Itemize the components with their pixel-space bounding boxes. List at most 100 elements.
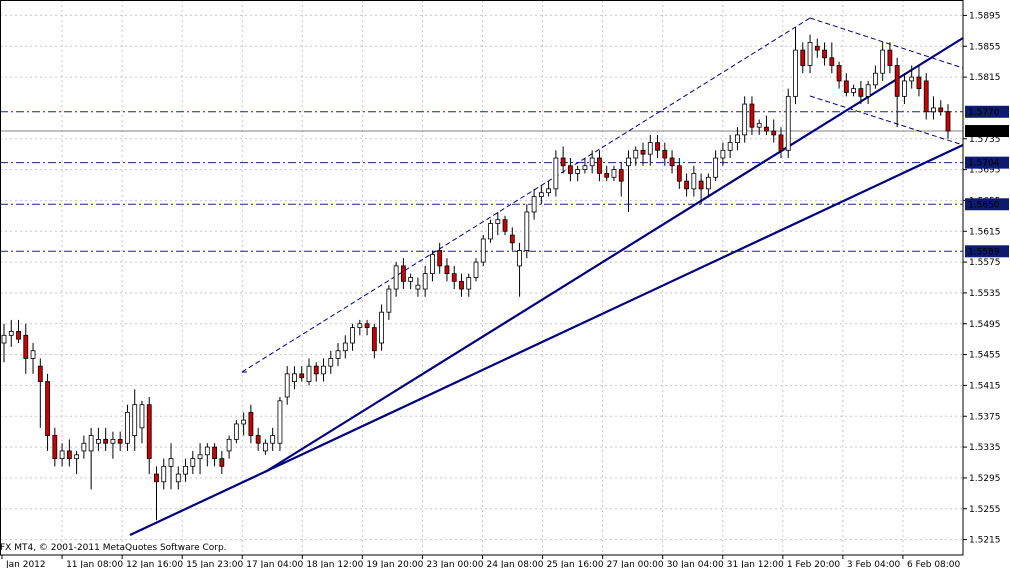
candle: [219, 450, 225, 475]
bearish-candle-body: [509, 234, 515, 244]
candle: [16, 319, 21, 344]
candle: [531, 188, 537, 220]
level-label: 1.5650: [968, 200, 1000, 210]
candle: [52, 427, 58, 467]
candle: [814, 38, 820, 58]
candle: [139, 400, 145, 444]
candle: [342, 335, 348, 359]
bearish-candle-body: [640, 149, 646, 155]
candle: [357, 319, 363, 336]
bullish-candle-body: [125, 411, 130, 444]
candle: [626, 150, 631, 212]
bullish-candle-body: [735, 134, 740, 144]
bullish-candle-body: [284, 373, 290, 398]
candle: [175, 466, 181, 490]
bullish-candle-body: [8, 331, 14, 336]
candle: [662, 142, 668, 166]
bullish-candle-body: [292, 373, 297, 382]
bearish-candle-body: [858, 88, 864, 97]
bullish-candle-body: [204, 446, 210, 456]
bullish-candle-body: [422, 273, 428, 290]
candle: [125, 404, 130, 451]
bullish-candle-body: [495, 219, 501, 224]
x-tick-label: Jan 2012: [5, 560, 46, 568]
candle: [756, 119, 762, 135]
bullish-candle-body: [524, 211, 530, 251]
bullish-candle-body: [473, 261, 479, 278]
bearish-candle-body: [459, 280, 464, 290]
candle: [393, 262, 399, 297]
bearish-candle-body: [829, 57, 835, 66]
bullish-candle-body: [88, 435, 94, 452]
bullish-candle-body: [74, 454, 80, 460]
y-tick-label: 1.5335: [969, 443, 1001, 453]
bearish-candle-body: [248, 411, 254, 436]
bearish-candle-body: [371, 327, 377, 352]
x-tick-label: 1 Feb 20:00: [787, 560, 841, 568]
y-tick-label: 1.5215: [969, 536, 1001, 546]
candles: [1, 26, 951, 521]
x-tick-label: 30 Jan 04:00: [667, 560, 724, 568]
candle: [727, 134, 733, 159]
candle: [560, 146, 566, 174]
bullish-candle-body: [357, 323, 363, 329]
bullish-candle-body: [306, 365, 312, 382]
candle: [604, 165, 610, 182]
bullish-candle-body: [183, 465, 188, 475]
candle: [647, 134, 653, 166]
x-tick-label: 12 Jan 16:00: [126, 560, 183, 568]
candle: [742, 96, 748, 143]
bullish-candle-body: [415, 284, 421, 290]
pennant-line-upper: [809, 17, 964, 69]
candle: [284, 366, 290, 405]
candle: [386, 285, 392, 320]
candle: [59, 443, 65, 467]
x-tick-label: 31 Jan 12:00: [727, 560, 784, 568]
bullish-candle-body: [807, 41, 813, 66]
candle: [902, 73, 907, 105]
bullish-candle-body: [720, 149, 726, 159]
level-label: 1.5770: [968, 108, 1000, 118]
candle: [720, 142, 726, 166]
candle: [30, 343, 36, 374]
candle: [103, 427, 109, 451]
y-tick-label: 1.5255: [969, 505, 1001, 515]
candle: [451, 265, 457, 290]
bullish-candle-body: [241, 419, 247, 425]
candle: [212, 443, 217, 467]
bearish-candle-body: [502, 219, 508, 232]
bearish-candle-body: [843, 80, 849, 93]
candle: [350, 323, 355, 351]
candle: [400, 258, 406, 290]
channel-line-upper: [241, 17, 811, 373]
bullish-candle-body: [611, 169, 617, 178]
candle: [473, 258, 479, 282]
bearish-candle-body: [313, 365, 319, 375]
candle: [778, 127, 784, 159]
candle: [444, 258, 450, 282]
candle: [132, 389, 138, 451]
candle: [669, 150, 675, 174]
candle: [37, 358, 43, 428]
bearish-candle-body: [814, 45, 820, 51]
bullish-candle-body: [880, 49, 886, 74]
level-label-box: [965, 156, 1009, 169]
candle: [872, 65, 878, 89]
bullish-candle-body: [785, 95, 791, 151]
bullish-candle-body: [466, 277, 472, 290]
y-tick-label: 1.5535: [969, 289, 1001, 299]
bullish-candle-body: [263, 442, 268, 452]
bearish-candle-body: [778, 134, 784, 151]
y-tick-label: 1.5415: [969, 381, 1001, 391]
bullish-candle-body: [321, 365, 326, 375]
bearish-candle-body: [16, 331, 21, 340]
bullish-candle-body: [386, 288, 392, 313]
candle: [793, 26, 798, 105]
candle: [88, 427, 94, 490]
bullish-candle-body: [81, 442, 87, 452]
candle: [785, 88, 791, 159]
candle: [248, 404, 254, 444]
bullish-candle-body: [342, 342, 348, 352]
bearish-candle-body: [37, 365, 43, 382]
candle: [509, 227, 515, 251]
